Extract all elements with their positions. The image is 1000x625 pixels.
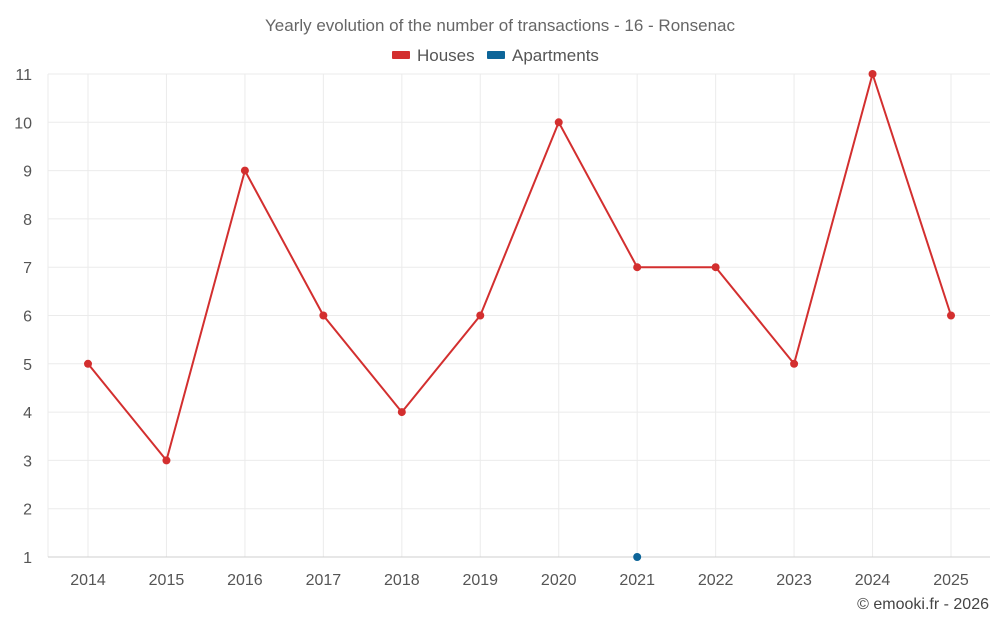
y-tick-label: 10 bbox=[14, 115, 32, 132]
x-tick-label: 2019 bbox=[462, 572, 498, 589]
x-tick-label: 2024 bbox=[855, 572, 891, 589]
x-tick-label: 2016 bbox=[227, 572, 263, 589]
series-apartments bbox=[633, 553, 642, 561]
y-tick-label: 2 bbox=[23, 502, 32, 519]
data-point-houses[interactable] bbox=[633, 263, 642, 272]
legend-swatch-apartments bbox=[487, 51, 505, 59]
x-tick-label: 2017 bbox=[306, 572, 342, 589]
x-tick-label: 2020 bbox=[541, 572, 577, 589]
x-tick-label: 2014 bbox=[70, 572, 106, 589]
data-point-houses[interactable] bbox=[162, 456, 171, 465]
y-tick-label: 5 bbox=[23, 357, 32, 374]
credit-text: © emooki.fr - 2026 bbox=[857, 596, 989, 613]
data-point-houses[interactable] bbox=[711, 263, 720, 272]
data-point-houses[interactable] bbox=[476, 311, 485, 320]
plot-area bbox=[84, 70, 955, 561]
data-point-houses[interactable] bbox=[84, 359, 92, 368]
data-point-houses[interactable] bbox=[554, 118, 563, 127]
x-tick-label: 2021 bbox=[619, 572, 655, 589]
data-point-houses[interactable] bbox=[319, 311, 328, 320]
chart-title: Yearly evolution of the number of transa… bbox=[265, 16, 735, 35]
legend-label-houses: Houses bbox=[417, 46, 475, 65]
y-tick-label: 7 bbox=[23, 260, 32, 277]
legend-item-houses[interactable]: Houses bbox=[392, 46, 475, 65]
legend: Houses Apartments bbox=[392, 46, 599, 65]
legend-swatch-houses bbox=[392, 51, 410, 59]
data-point-houses[interactable] bbox=[947, 311, 955, 320]
y-tick-label: 3 bbox=[23, 453, 32, 470]
data-point-houses[interactable] bbox=[240, 166, 249, 175]
x-tick-label: 2025 bbox=[933, 572, 969, 589]
x-tick-label: 2023 bbox=[776, 572, 812, 589]
series-line-houses bbox=[87, 73, 952, 462]
legend-item-apartments[interactable]: Apartments bbox=[487, 46, 599, 65]
x-tick-label: 2018 bbox=[384, 572, 420, 589]
series-houses bbox=[84, 70, 955, 465]
y-tick-label: 8 bbox=[23, 212, 32, 229]
x-tick-label: 2015 bbox=[149, 572, 185, 589]
y-tick-label: 1 bbox=[23, 550, 32, 567]
data-point-houses[interactable] bbox=[868, 70, 877, 78]
legend-label-apartments: Apartments bbox=[512, 46, 599, 65]
y-tick-label: 6 bbox=[23, 309, 32, 326]
data-point-houses[interactable] bbox=[397, 408, 406, 417]
y-tick-label: 9 bbox=[23, 164, 32, 181]
grid bbox=[48, 73, 990, 557]
y-tick-label: 4 bbox=[23, 405, 32, 422]
data-point-houses[interactable] bbox=[790, 359, 799, 368]
y-axis: 1 2 3 4 5 6 7 8 9 10 11 bbox=[14, 67, 49, 567]
y-tick-label: 11 bbox=[15, 67, 32, 84]
x-tick-label: 2022 bbox=[698, 572, 734, 589]
data-point-apartments[interactable] bbox=[633, 553, 642, 561]
x-axis: 2014 2015 2016 2017 2018 2019 2020 2021 2022 2023… bbox=[48, 556, 990, 589]
